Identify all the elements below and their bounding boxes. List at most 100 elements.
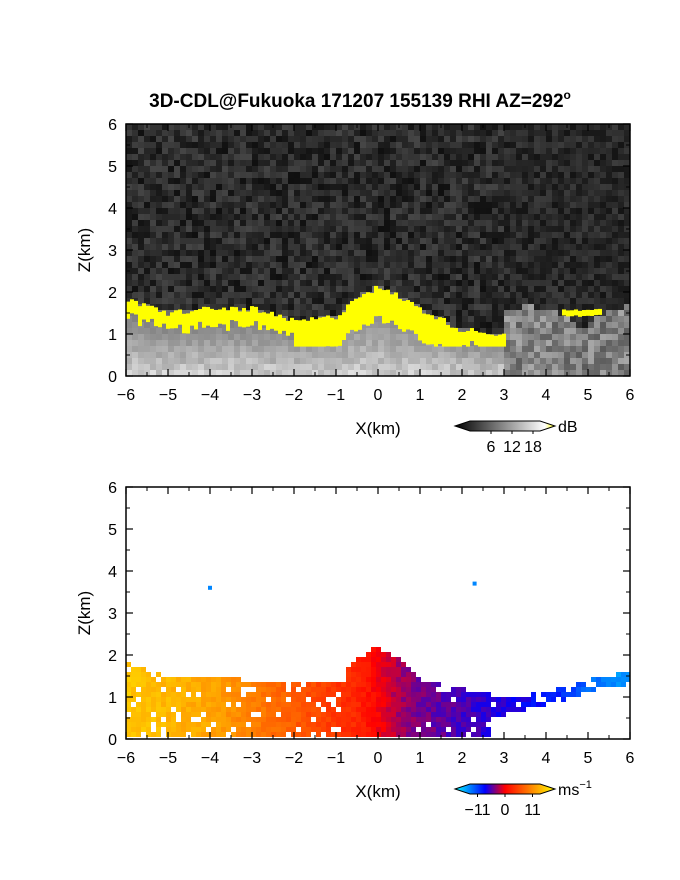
velocity-cell xyxy=(186,697,191,702)
intensity-cell xyxy=(468,178,474,184)
intensity-cell xyxy=(132,226,138,232)
velocity-cell xyxy=(276,732,281,737)
velocity-cell xyxy=(336,702,341,707)
intensity-cell xyxy=(516,196,522,202)
intensity-cell xyxy=(204,244,210,250)
intensity-cell xyxy=(456,178,462,184)
velocity-cell xyxy=(346,697,351,702)
intensity-cell xyxy=(438,214,444,220)
intensity-cell xyxy=(384,274,390,280)
velocity-cell xyxy=(481,697,486,702)
intensity-cell xyxy=(444,364,450,370)
intensity-cell xyxy=(588,172,594,178)
intensity-cell xyxy=(414,292,420,298)
intensity-cell xyxy=(618,298,624,304)
intensity-cell xyxy=(366,358,372,364)
intensity-cell xyxy=(552,214,558,220)
intensity-cell xyxy=(222,334,228,340)
intensity-cell xyxy=(504,124,510,130)
intensity-cell xyxy=(570,166,576,172)
x-tick-label: 0 xyxy=(374,750,383,767)
intensity-cell xyxy=(624,148,630,154)
intensity-cell xyxy=(282,190,288,196)
intensity-cell xyxy=(378,244,384,250)
velocity-cell xyxy=(546,692,551,697)
intensity-cell xyxy=(570,298,576,304)
intensity-cell xyxy=(528,124,534,130)
intensity-cell xyxy=(612,340,618,346)
intensity-cell xyxy=(312,208,318,214)
intensity-cell xyxy=(474,184,480,190)
intensity-cell xyxy=(618,160,624,166)
intensity-cell xyxy=(564,322,570,328)
velocity-cell xyxy=(376,677,381,682)
intensity-cell xyxy=(378,328,384,334)
intensity-cell xyxy=(276,220,282,226)
intensity-cell xyxy=(198,124,204,130)
intensity-cell xyxy=(162,130,168,136)
velocity-cell xyxy=(241,702,246,707)
intensity-cell xyxy=(354,250,360,256)
intensity-cell xyxy=(516,166,522,172)
intensity-cell xyxy=(486,208,492,214)
intensity-cell xyxy=(576,322,582,328)
velocity-cell xyxy=(366,687,371,692)
intensity-cell xyxy=(558,340,564,346)
intensity-cell xyxy=(390,154,396,160)
intensity-cell xyxy=(606,304,612,310)
intensity-cell xyxy=(552,298,558,304)
intensity-cell xyxy=(450,310,456,316)
intensity-saturated-cell xyxy=(290,317,294,333)
intensity-cell xyxy=(300,154,306,160)
intensity-cell xyxy=(528,160,534,166)
intensity-cell xyxy=(480,160,486,166)
intensity-cell xyxy=(558,172,564,178)
intensity-cell xyxy=(288,274,294,280)
intensity-cell xyxy=(486,352,492,358)
velocity-cell xyxy=(331,712,336,717)
intensity-cell xyxy=(510,184,516,190)
intensity-cell xyxy=(450,370,456,376)
intensity-cell xyxy=(198,226,204,232)
intensity-cell xyxy=(126,172,132,178)
intensity-cell xyxy=(546,298,552,304)
velocity-cell xyxy=(196,712,201,717)
intensity-cell xyxy=(336,178,342,184)
intensity-cell xyxy=(582,160,588,166)
intensity-cell xyxy=(504,268,510,274)
velocity-cell xyxy=(131,692,136,697)
intensity-cell xyxy=(438,364,444,370)
intensity-cell xyxy=(582,208,588,214)
velocity-cell xyxy=(301,717,306,722)
intensity-saturated-cell xyxy=(234,307,238,322)
velocity-cell xyxy=(306,682,311,687)
intensity-cell xyxy=(600,220,606,226)
intensity-cell xyxy=(432,250,438,256)
intensity-cell xyxy=(276,304,282,310)
velocity-cell xyxy=(151,692,156,697)
intensity-cell xyxy=(330,220,336,226)
intensity-cell xyxy=(156,220,162,226)
intensity-cell xyxy=(258,208,264,214)
velocity-cell xyxy=(241,707,246,712)
intensity-cell xyxy=(174,244,180,250)
intensity-cell xyxy=(612,334,618,340)
intensity-cell xyxy=(264,136,270,142)
intensity-cell xyxy=(336,256,342,262)
intensity-cell xyxy=(156,280,162,286)
velocity-cell xyxy=(251,722,256,727)
intensity-cell xyxy=(288,136,294,142)
intensity-cell xyxy=(252,142,258,148)
intensity-cell xyxy=(534,148,540,154)
intensity-cell xyxy=(426,268,432,274)
intensity-cell xyxy=(372,178,378,184)
intensity-cell xyxy=(318,172,324,178)
intensity-cell xyxy=(468,196,474,202)
intensity-cell xyxy=(498,190,504,196)
intensity-cell xyxy=(300,142,306,148)
intensity-cell xyxy=(300,136,306,142)
velocity-cell xyxy=(411,682,416,687)
velocity-cell xyxy=(376,707,381,712)
intensity-cell xyxy=(564,316,570,322)
intensity-cell xyxy=(144,208,150,214)
